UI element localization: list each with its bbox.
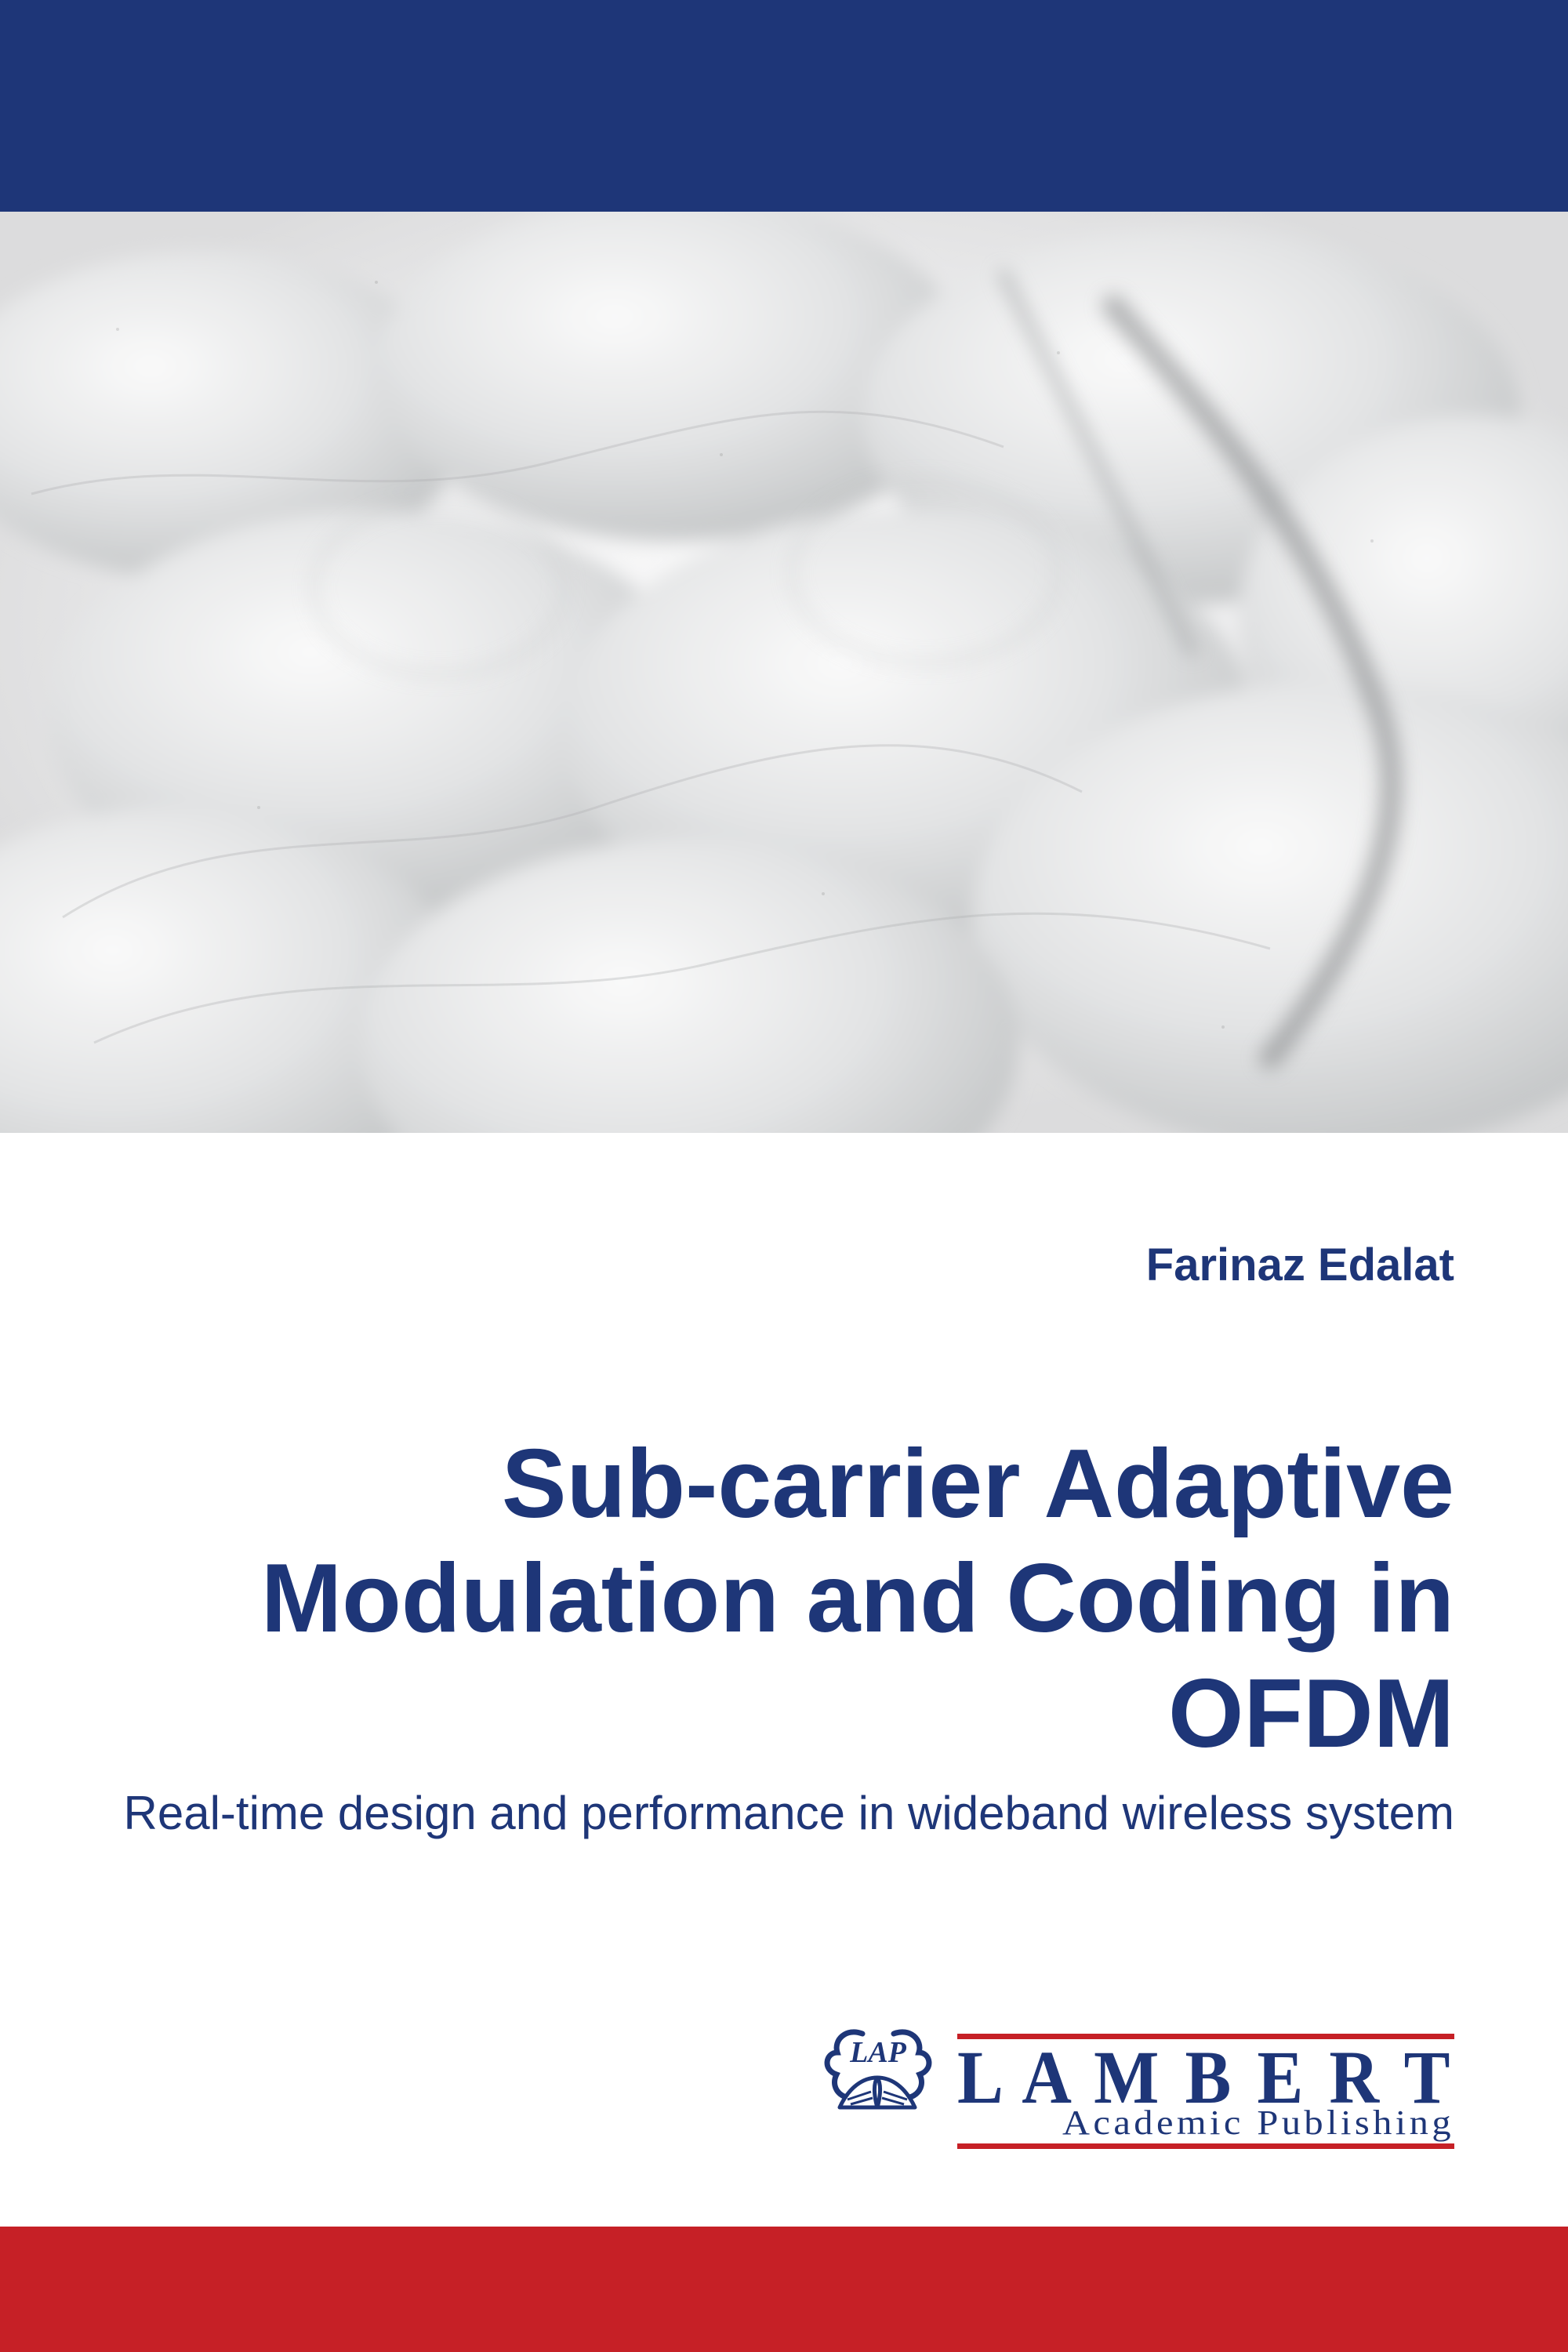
publisher-emblem-icon: LAP: [827, 2032, 929, 2107]
book-cover: Farinaz Edalat Sub-carrier Adaptive Modu…: [0, 0, 1568, 2352]
publisher-rule-bottom: [957, 2143, 1454, 2149]
top-band: [0, 0, 1568, 212]
publisher-tagline: Academic Publishing: [1062, 2103, 1454, 2142]
cover-photo: [0, 212, 1568, 1133]
author-name: Farinaz Edalat: [1146, 1239, 1454, 1291]
book-title: Sub-carrier Adaptive Modulation and Codi…: [114, 1427, 1454, 1771]
publisher-emblem-text: LAP: [849, 2036, 907, 2069]
publisher-logo: LAP L A M B E R T Academic Publishing: [811, 2015, 1454, 2156]
bottom-band: [0, 2227, 1568, 2352]
book-subtitle: Real-time design and performance in wide…: [114, 1784, 1454, 1842]
